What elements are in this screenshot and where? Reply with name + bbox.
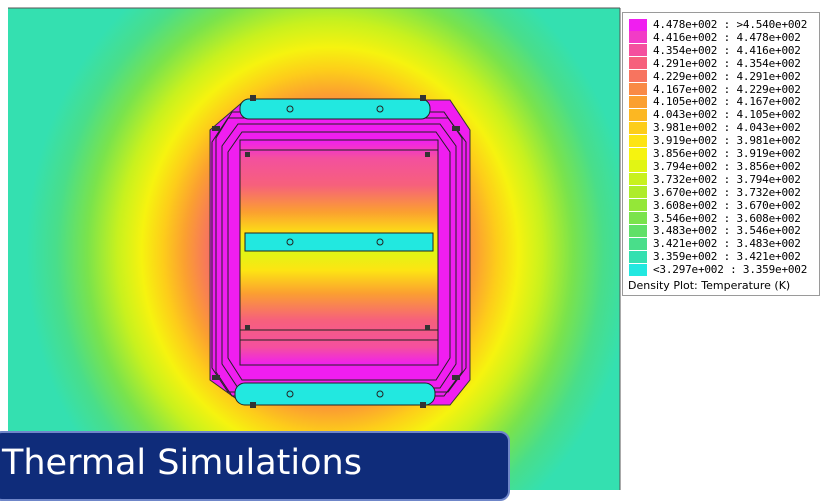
legend-entry: 3.608e+002 : 3.670e+002 xyxy=(629,199,801,212)
legend-label: 4.229e+002 : 4.291e+002 xyxy=(653,69,801,83)
legend-caption: Density Plot: Temperature (K) xyxy=(628,279,791,292)
legend-label: 3.856e+002 : 3.919e+002 xyxy=(653,147,801,160)
slide-title: Thermal Simulations xyxy=(2,443,362,483)
legend-entry: 4.105e+002 : 4.167e+002 xyxy=(629,95,801,108)
legend-swatch xyxy=(629,134,647,147)
legend-swatch xyxy=(629,18,647,31)
temperature-density-plot xyxy=(8,7,621,490)
legend-label: 4.478e+002 : >4.540e+002 xyxy=(653,18,808,31)
legend-swatch xyxy=(629,83,647,95)
legend-swatch xyxy=(629,70,647,83)
legend-entry: 4.478e+002 : >4.540e+002 xyxy=(629,18,807,31)
legend-label: 4.167e+002 : 4.229e+002 xyxy=(653,82,801,96)
temperature-legend: 4.478e+002 : >4.540e+002 4.416e+002 : 4.4… xyxy=(622,12,820,296)
cooling-duct-middle xyxy=(244,232,434,252)
legend-label: 4.291e+002 : 4.354e+002 xyxy=(653,56,801,70)
legend-entry: 4.167e+002 : 4.229e+002 xyxy=(629,83,801,96)
title-banner: Thermal Simulations xyxy=(0,431,510,501)
duct-bolts xyxy=(286,105,384,398)
legend-swatch xyxy=(629,121,647,134)
legend-swatch xyxy=(629,224,647,237)
legend-swatch xyxy=(629,186,647,199)
legend-label: 3.919e+002 : 3.981e+002 xyxy=(653,134,801,148)
cooling-duct-bottom xyxy=(234,382,436,406)
legend-swatch xyxy=(629,237,647,250)
legend-swatch xyxy=(629,108,647,121)
core-window xyxy=(239,139,439,366)
legend-entry: 4.354e+002 : 4.416e+002 xyxy=(629,44,801,57)
legend-label: 3.732e+002 : 3.794e+002 xyxy=(653,172,801,186)
legend-entry: 3.732e+002 : 3.794e+002 xyxy=(629,173,801,186)
legend-swatch xyxy=(629,212,647,224)
legend-label: 3.546e+002 : 3.608e+002 xyxy=(653,211,801,225)
legend-entry: 4.416e+002 : 4.478e+002 xyxy=(629,31,801,44)
legend-entry: 3.981e+002 : 4.043e+002 xyxy=(629,121,801,134)
legend-entry: 4.291e+002 : 4.354e+002 xyxy=(629,57,801,70)
legend-swatch xyxy=(629,160,647,173)
legend-entry: 4.229e+002 : 4.291e+002 xyxy=(629,70,801,83)
legend-entry: 3.856e+002 : 3.919e+002 xyxy=(629,147,801,160)
legend-swatch xyxy=(629,95,647,108)
legend-swatch xyxy=(629,147,647,160)
legend-entry: 4.043e+002 : 4.105e+002 xyxy=(629,108,801,121)
legend-swatch xyxy=(629,250,647,263)
legend-label: 3.794e+002 : 3.856e+002 xyxy=(653,159,801,173)
legend-swatch xyxy=(629,173,647,186)
legend-label: 3.608e+002 : 3.670e+002 xyxy=(653,198,801,212)
legend-entry: 3.359e+002 : 3.421e+002 xyxy=(629,250,801,263)
legend-label: 4.354e+002 : 4.416e+002 xyxy=(653,43,801,57)
legend-swatch xyxy=(629,31,647,44)
legend-swatch xyxy=(629,57,647,70)
legend-label: 4.416e+002 : 4.478e+002 xyxy=(653,30,801,44)
legend-swatch xyxy=(629,44,647,57)
cooling-duct-top xyxy=(239,98,431,120)
legend-label: 3.421e+002 : 3.483e+002 xyxy=(653,237,801,251)
legend-entry: 3.421e+002 : 3.483e+002 xyxy=(629,237,801,250)
legend-entry: <3.297e+002 : 3.359e+002 xyxy=(629,263,807,276)
legend-entry: 3.670e+002 : 3.732e+002 xyxy=(629,186,801,199)
corner-clamps xyxy=(212,95,460,408)
legend-entry: 3.919e+002 : 3.981e+002 xyxy=(629,134,801,147)
legend-label: 3.670e+002 : 3.732e+002 xyxy=(653,185,801,199)
legend-entry: 3.794e+002 : 3.856e+002 xyxy=(629,160,801,173)
legend-label: 3.359e+002 : 3.421e+002 xyxy=(653,250,801,264)
legend-entry: 3.546e+002 : 3.608e+002 xyxy=(629,212,801,225)
legend-label: 4.043e+002 : 4.105e+002 xyxy=(653,108,801,122)
legend-swatch xyxy=(629,263,647,276)
legend-label: 3.981e+002 : 4.043e+002 xyxy=(653,121,801,135)
legend-label: 3.483e+002 : 3.546e+002 xyxy=(653,224,801,238)
legend-label: 4.105e+002 : 4.167e+002 xyxy=(653,95,801,109)
legend-label: <3.297e+002 : 3.359e+002 xyxy=(653,263,808,277)
legend-swatch xyxy=(629,199,647,212)
legend-entry: 3.483e+002 : 3.546e+002 xyxy=(629,224,801,237)
